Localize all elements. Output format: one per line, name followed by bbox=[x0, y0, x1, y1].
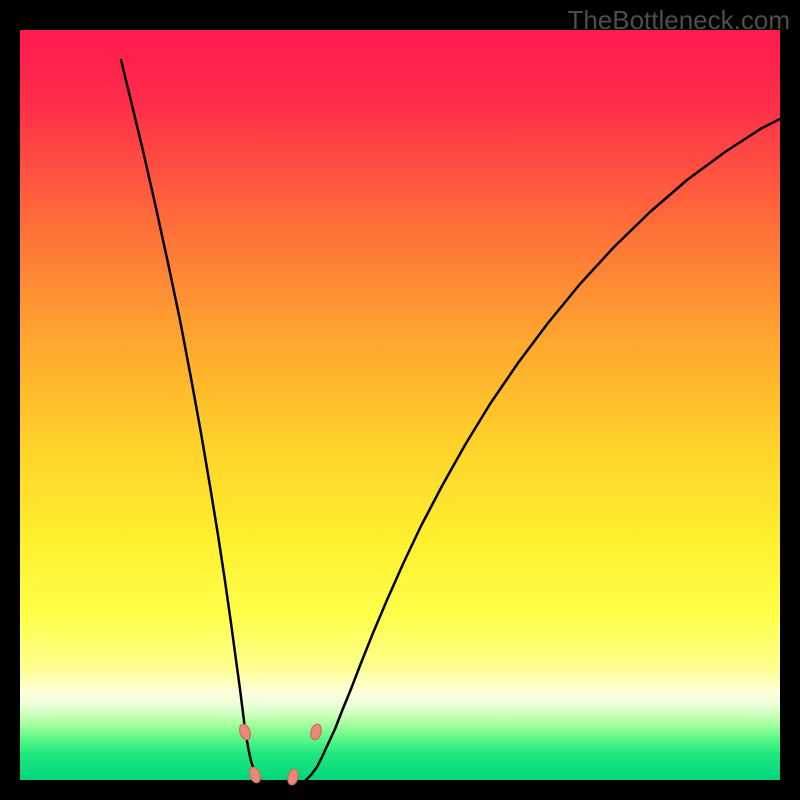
chart-container: TheBottleneck.com bbox=[0, 0, 800, 800]
watermark-text: TheBottleneck.com bbox=[567, 5, 790, 36]
plot-area-gradient bbox=[20, 30, 780, 780]
bottleneck-chart-svg bbox=[0, 0, 800, 800]
